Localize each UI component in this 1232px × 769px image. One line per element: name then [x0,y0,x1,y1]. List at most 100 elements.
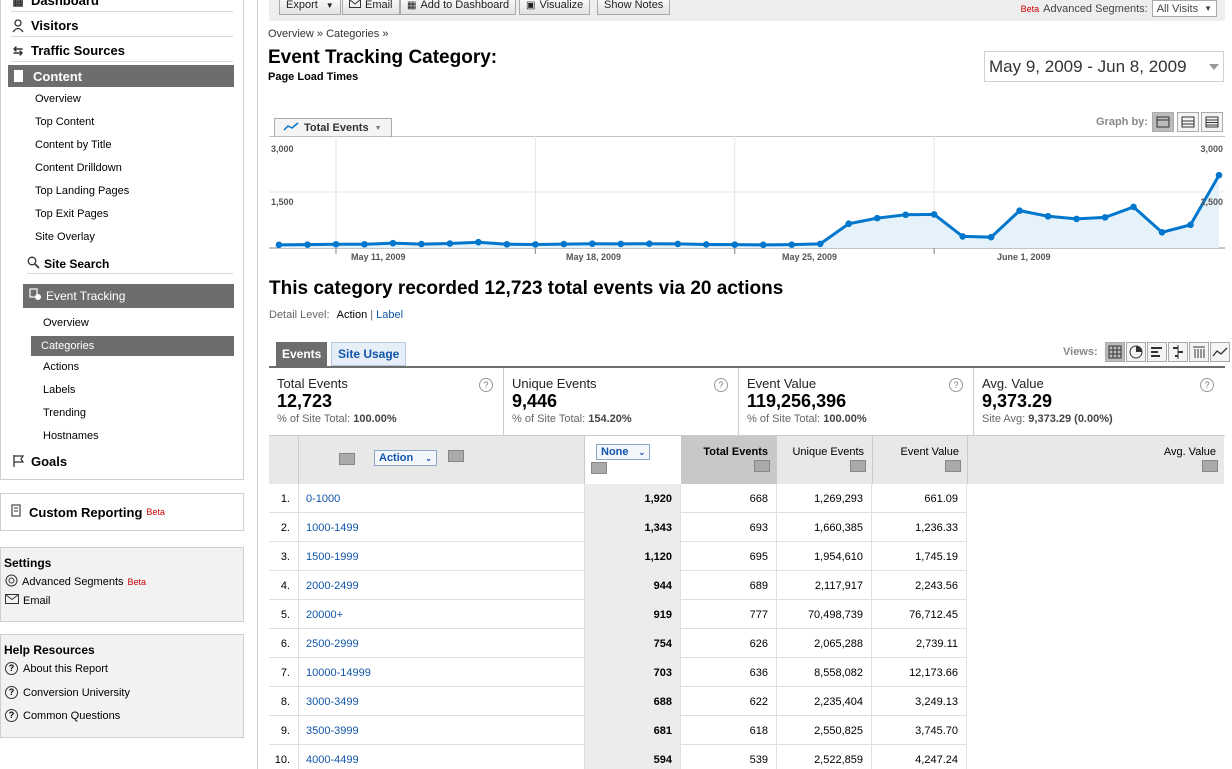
data-point[interactable] [475,238,482,246]
help-icon[interactable]: ? [479,378,493,392]
help-about-report[interactable]: ? About this Report [5,662,108,675]
view-performance-button[interactable] [1147,342,1167,362]
detail-level-label-link[interactable]: Label [376,309,404,321]
data-point[interactable] [617,240,625,248]
table-header-event-value[interactable]: Event Value [873,436,968,484]
segment-dropdown[interactable]: All Visits ▼ [1151,0,1217,17]
nav-content-overview[interactable]: Overview [35,93,81,105]
view-pivot-button[interactable] [1189,342,1209,362]
data-point[interactable] [1016,207,1023,214]
detail-level-action[interactable]: Action [336,309,368,321]
data-point[interactable] [674,240,682,248]
tab-events[interactable]: Events [276,342,328,366]
custom-reporting[interactable]: Custom Reporting Beta [0,493,244,531]
sort-icon[interactable] [1202,460,1218,472]
data-point[interactable] [759,241,767,249]
nav-event-overview[interactable]: Overview [43,317,89,329]
breadcrumb[interactable]: Overview » Categories » [268,28,389,40]
nav-traffic-sources[interactable]: ⇆ Traffic Sources [11,40,233,62]
action-link[interactable]: 0-1000 [299,484,585,513]
data-point[interactable] [731,241,739,248]
sort-desc-icon[interactable] [754,460,770,472]
sort-icon[interactable] [591,462,607,474]
help-conversion-university[interactable]: ? Conversion University [5,686,130,699]
export-button[interactable]: Export ▼ [279,0,341,15]
action-link[interactable]: 2500-2999 [299,629,585,658]
action-link[interactable]: 10000-14999 [299,658,585,687]
data-point[interactable] [275,241,283,249]
action-link[interactable]: 1000-1499 [299,513,585,542]
help-icon[interactable]: ? [1200,378,1214,392]
sort-icon[interactable] [339,453,355,465]
graph-metric-selector[interactable]: Total Events ▼ [274,118,392,137]
action-link[interactable]: 1500-1999 [299,542,585,571]
secondary-dimension-selector[interactable]: None ⌄ [596,444,651,460]
data-point[interactable] [332,240,340,248]
data-point[interactable] [532,241,539,248]
action-link[interactable]: 3000-3499 [299,687,585,716]
data-point[interactable] [987,233,995,241]
data-point[interactable] [1158,229,1166,236]
tab-site-usage[interactable]: Site Usage [331,342,407,366]
data-point[interactable] [1187,221,1194,229]
nav-event-hostnames[interactable]: Hostnames [43,430,99,442]
data-point[interactable] [845,220,852,228]
action-link[interactable]: 20000+ [299,600,585,629]
data-point[interactable] [1044,212,1052,220]
data-point[interactable] [646,240,653,248]
data-point[interactable] [902,211,909,219]
help-common-questions[interactable]: ? Common Questions [5,709,120,722]
data-point[interactable] [788,241,796,248]
data-point[interactable] [1073,215,1080,223]
add-to-dashboard-button[interactable]: ▦ Add to Dashboard [400,0,517,15]
data-point[interactable] [503,240,511,248]
action-link[interactable]: 3500-3999 [299,716,585,745]
nav-top-exit-pages[interactable]: Top Exit Pages [35,208,109,220]
nav-event-actions[interactable]: Actions [43,361,80,373]
nav-event-categories[interactable]: Categories [31,336,234,356]
nav-visitors[interactable]: Visitors [11,15,233,37]
data-point[interactable] [1215,171,1223,179]
email-button[interactable]: Email [342,0,400,15]
visualize-button[interactable]: ▣ Visualize [519,0,591,15]
table-header-total-events[interactable]: Total Events [681,436,777,484]
email-link[interactable]: Email [5,594,51,607]
action-link[interactable]: 2000-2499 [299,571,585,600]
data-point[interactable] [1130,203,1137,211]
nav-event-labels[interactable]: Labels [43,384,76,396]
nav-top-landing-pages[interactable]: Top Landing Pages [35,185,130,197]
view-table-button[interactable] [1105,342,1125,362]
action-link[interactable]: 4000-4499 [299,745,585,769]
data-point[interactable] [816,240,824,248]
data-point[interactable] [446,240,454,247]
nav-event-tracking[interactable]: Event Tracking [23,284,234,308]
graph-by-day-button[interactable] [1152,112,1174,132]
graph-by-week-button[interactable] [1177,112,1199,132]
table-header-avg-value[interactable]: Avg. Value [968,436,1224,484]
data-point[interactable] [418,240,425,248]
help-icon[interactable]: ? [714,378,728,392]
data-point[interactable] [589,240,596,248]
view-comparison-button[interactable] [1168,342,1188,362]
data-point[interactable] [930,211,938,218]
sort-icon[interactable] [850,460,866,472]
nav-dashboard[interactable]: ▦ Dashboard [11,0,233,12]
nav-top-content[interactable]: Top Content [35,116,95,128]
table-header-unique-events[interactable]: Unique Events [777,436,873,484]
dimension-selector[interactable]: Action ⌄ [374,450,437,466]
data-point[interactable] [702,241,710,248]
data-point[interactable] [1101,214,1109,221]
date-range-picker[interactable]: May 9, 2009 - Jun 8, 2009 [984,51,1224,82]
data-point[interactable] [560,240,568,248]
sort-icon[interactable] [945,460,961,472]
nav-content-by-title[interactable]: Content by Title [35,139,112,151]
help-icon[interactable]: ? [949,378,963,392]
data-point[interactable] [304,241,311,248]
data-point[interactable] [389,239,397,247]
nav-event-trending[interactable]: Trending [43,407,87,419]
nav-goals[interactable]: Goals [11,450,233,472]
nav-content-drilldown[interactable]: Content Drilldown [35,162,122,174]
data-point[interactable] [361,240,368,248]
sort-icon[interactable] [448,450,464,462]
graph-by-month-button[interactable] [1201,112,1223,132]
